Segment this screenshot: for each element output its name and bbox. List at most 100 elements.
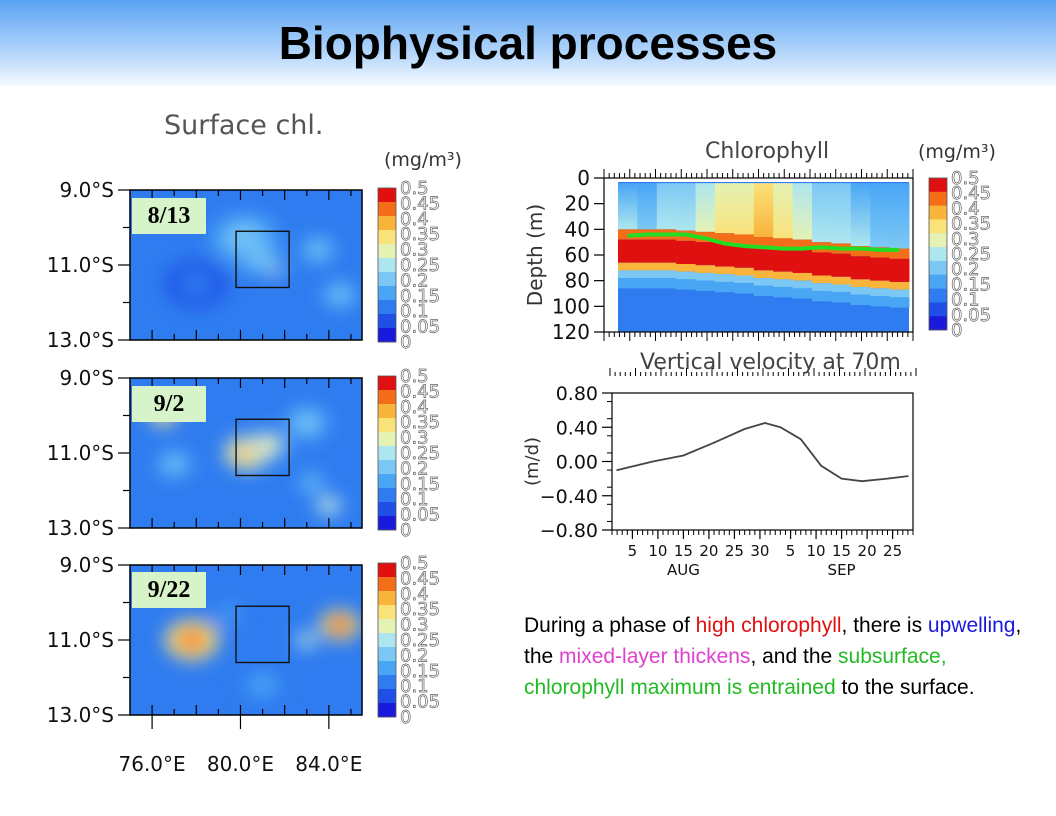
- chl-lower-band2: [695, 272, 716, 281]
- velocity-xtick-label: 5: [628, 542, 638, 560]
- caption-upwelling: upwelling: [927, 614, 1016, 637]
- chl-lower-band3: [889, 297, 910, 308]
- chl-patch-core: [294, 414, 319, 432]
- map1-colorbar-tick: 0.45: [400, 381, 440, 402]
- chl-lower-band2: [637, 270, 658, 279]
- velocity-xtick-label: 10: [807, 542, 826, 560]
- map-field-blur: [165, 213, 358, 309]
- study-box: [235, 605, 290, 664]
- map1-colorbar-tick: 0.05: [400, 505, 440, 526]
- chl-colorbar-cell: [929, 274, 947, 289]
- velocity-point: [713, 441, 715, 444]
- map0-colorbar-cell: [378, 286, 396, 301]
- chl-lower-band3: [676, 279, 697, 290]
- chl-surface-column: [773, 183, 794, 239]
- map-ytick-label: 9.0°S: [59, 178, 114, 202]
- map0-colorbar-frame: [377, 187, 397, 343]
- map0-colorbar-cell: [378, 272, 396, 287]
- map1-colorbar-cell: [378, 516, 396, 531]
- chl-max-band: [734, 244, 755, 268]
- chl-max-band: [637, 239, 658, 263]
- velocity-xtick-label: 25: [725, 542, 744, 560]
- map2-colorbar-cell: [378, 577, 396, 592]
- chl-section-units: (mg/m³): [918, 141, 996, 163]
- map0-colorbar-tick: 0.1: [400, 301, 429, 322]
- chl-patch-core: [179, 271, 214, 297]
- chl-surface-column: [753, 183, 774, 238]
- slide-title: Biophysical processes: [278, 17, 778, 69]
- chl-max-band: [753, 247, 774, 271]
- chl-lower-band3: [870, 296, 891, 307]
- map0-colorbar-tick: 0: [400, 332, 411, 353]
- chl-ytick-label: 60: [565, 243, 590, 267]
- chl-surface-column: [792, 183, 813, 240]
- map0-colorbar-cell: [378, 230, 396, 245]
- map0-colorbar-tick: 0.2: [400, 270, 429, 291]
- velocity-xtick-label: 5: [786, 542, 796, 560]
- map-xtick-label: 84.0°E: [295, 752, 362, 776]
- chl-colorbar-cell: [929, 288, 947, 303]
- map-field-8/13: [165, 213, 358, 309]
- chl-max-band: [870, 257, 891, 281]
- chl-ytick-label: 120: [552, 320, 590, 344]
- map0-colorbar-tick: 0.35: [400, 224, 440, 245]
- map-ytick-label: 9.0°S: [59, 553, 114, 577]
- map0-colorbar-tick: 0.25: [400, 255, 440, 276]
- velocity-point: [743, 428, 746, 430]
- map1-colorbar-tick: 0.25: [400, 443, 440, 464]
- chl-patch-core: [257, 438, 277, 453]
- velocity-xtick-label: 20: [858, 542, 877, 560]
- date-label-8-13: 8/13: [132, 198, 206, 234]
- chl-colorbar-tick: 0.5: [951, 168, 980, 189]
- chl-lower-band3: [637, 278, 658, 289]
- chl-surface-column: [715, 183, 735, 234]
- map0-colorbar-tick: 0.05: [400, 317, 440, 338]
- map2-colorbar-cell: [378, 647, 396, 662]
- velocity-ylabel: (m/d): [522, 437, 543, 486]
- chl-transition: [870, 247, 891, 258]
- chl-ytick-label: 20: [565, 192, 590, 216]
- chl-patch-core: [330, 287, 350, 303]
- chl-lower-band: [831, 276, 852, 285]
- velocity-point: [764, 422, 766, 424]
- chl-colorbar-tick: 0.4: [951, 198, 980, 219]
- velocity-ytick-label: −0.80: [540, 520, 598, 542]
- velocity-point: [652, 460, 654, 463]
- map1-colorbar-cell: [378, 404, 396, 419]
- chl-surface-column: [656, 183, 677, 230]
- chl-lower-band: [734, 267, 755, 276]
- chl-surface-column: [676, 183, 697, 231]
- map-field-9/22: [165, 600, 360, 705]
- surface-chl-units: (mg/m³): [384, 149, 462, 171]
- month-label-aug: AUG: [667, 561, 700, 579]
- map-ytick-label: 13.0°S: [47, 328, 114, 352]
- chl-lower-band3: [773, 287, 794, 298]
- chl-surface-column: [637, 183, 658, 230]
- velocity-xtick-label: 25: [883, 542, 902, 560]
- map0-colorbar-tick: 0.15: [400, 286, 440, 307]
- chl-ytick-label: 80: [565, 269, 590, 293]
- chl-lower-band: [637, 262, 658, 271]
- chl-max-band: [889, 258, 910, 282]
- chl-lower-band: [773, 271, 794, 280]
- chl-lower-band3: [656, 278, 677, 289]
- chl-transition: [715, 233, 735, 244]
- chl-lower-band3: [831, 292, 852, 303]
- chl-transition: [734, 234, 755, 245]
- chl-lower-band3: [812, 290, 832, 302]
- chl-colorbar-tick: 0.1: [951, 290, 980, 311]
- chl-max-band: [715, 243, 735, 267]
- caption-subsurface: subsurface, chlorophyll maximum is entra…: [524, 645, 947, 699]
- chl-max-band: [618, 239, 638, 263]
- chl-ytick-label: 0: [577, 166, 590, 190]
- chl-patch-core: [164, 457, 184, 472]
- chl-transition: [850, 246, 871, 257]
- chl-lower-band2: [734, 275, 755, 284]
- chl-lower-band2: [870, 288, 891, 297]
- chl-lower-band: [695, 265, 716, 273]
- title-bar: [0, 0, 1056, 86]
- chl-transition: [889, 248, 910, 259]
- map2-colorbar-cell: [378, 619, 396, 634]
- velocity-xtick-label: 20: [699, 542, 718, 560]
